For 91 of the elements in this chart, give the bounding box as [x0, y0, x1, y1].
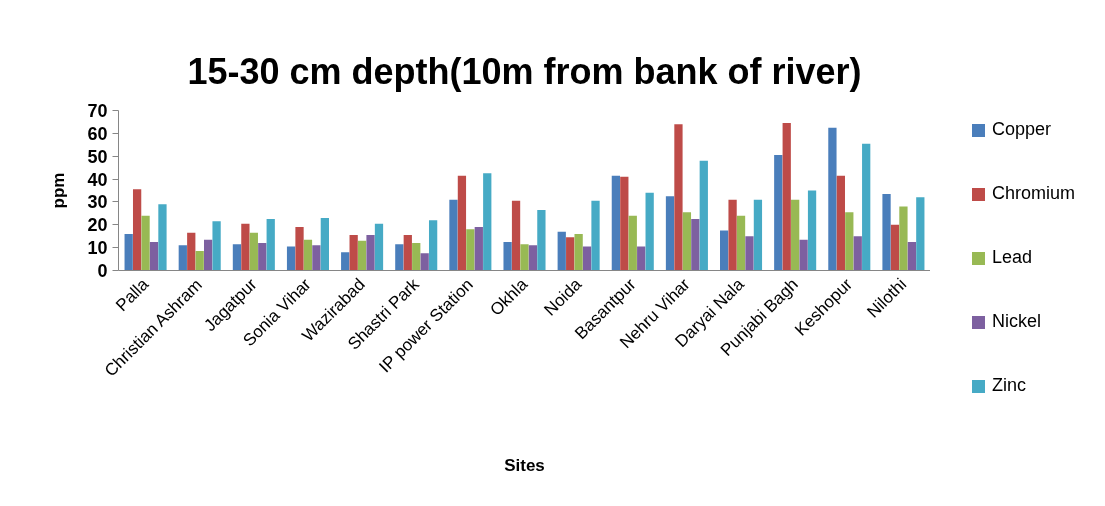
bar	[611, 175, 621, 271]
bar	[241, 223, 250, 271]
bar	[449, 199, 458, 271]
bar	[286, 246, 296, 271]
bar	[357, 240, 367, 271]
bar	[295, 227, 304, 271]
x-axis-title: Sites	[504, 456, 545, 476]
bar	[395, 244, 404, 271]
bar	[483, 173, 492, 271]
bar	[720, 230, 729, 271]
bar	[457, 175, 467, 271]
bar	[799, 239, 808, 271]
bar	[132, 189, 142, 271]
y-tick-label: 10	[87, 238, 108, 259]
bar	[853, 236, 862, 271]
bar	[266, 219, 275, 271]
bar	[158, 204, 167, 271]
bar	[412, 243, 421, 271]
y-tick-label: 50	[87, 146, 108, 167]
bar	[204, 239, 213, 271]
bar	[503, 241, 512, 271]
bar	[232, 244, 242, 271]
bar	[582, 246, 592, 271]
bar	[366, 235, 375, 271]
bar	[736, 215, 746, 271]
bar	[791, 199, 800, 271]
bar	[249, 232, 258, 271]
bar	[682, 212, 692, 271]
bar	[520, 244, 529, 271]
bar	[537, 209, 546, 271]
bar	[745, 236, 754, 271]
legend-label: Nickel	[992, 310, 1042, 334]
bar	[303, 239, 313, 271]
bar	[782, 123, 791, 271]
bar	[907, 241, 917, 271]
bar	[836, 175, 845, 271]
bar	[195, 251, 204, 271]
y-tick-label: 20	[87, 215, 108, 236]
bar	[374, 223, 384, 271]
bar	[474, 227, 483, 271]
bar	[466, 229, 475, 271]
bar	[149, 241, 159, 271]
bar	[124, 233, 133, 271]
bar	[882, 193, 891, 271]
bar	[566, 237, 575, 271]
bar	[403, 235, 412, 271]
bar	[212, 221, 221, 271]
y-tick-label: 0	[97, 261, 108, 281]
y-tick-label: 30	[87, 192, 108, 213]
bar	[628, 215, 637, 271]
bar	[511, 200, 521, 271]
bar	[890, 224, 900, 271]
bar	[828, 127, 837, 271]
bar	[141, 215, 150, 271]
bar	[674, 124, 683, 271]
bar	[862, 143, 871, 271]
bar	[187, 232, 196, 271]
y-tick-label: 70	[87, 101, 108, 121]
chart-title: 15-30 cm depth(10m from bank of river)	[187, 50, 862, 92]
bar	[591, 200, 600, 271]
bar	[574, 233, 583, 271]
bar	[320, 217, 329, 271]
bar	[557, 231, 566, 271]
bar	[528, 245, 538, 271]
bar	[691, 219, 700, 271]
legend-label: Zinc	[992, 374, 1027, 398]
legend-label: Lead	[992, 246, 1033, 270]
bar	[753, 199, 763, 271]
bar	[665, 196, 675, 271]
bar	[807, 190, 817, 271]
legend-label: Chromium	[992, 182, 1076, 206]
y-tick-label: 40	[87, 169, 108, 190]
bar	[699, 160, 708, 271]
bar	[637, 246, 646, 271]
bar	[845, 212, 854, 271]
bar	[341, 252, 350, 271]
bar	[620, 176, 629, 271]
legend-label: Copper	[992, 118, 1052, 142]
bar	[420, 253, 429, 271]
y-axis-title: ppm	[49, 172, 69, 209]
bar	[258, 243, 267, 271]
y-tick-label: 60	[87, 123, 108, 144]
bar	[178, 245, 187, 271]
bar	[899, 206, 908, 271]
bar	[728, 199, 737, 271]
bar	[428, 220, 438, 271]
bar	[312, 245, 321, 271]
bar	[916, 197, 925, 271]
bar	[774, 155, 783, 271]
bar	[645, 192, 654, 271]
bar	[349, 235, 358, 271]
